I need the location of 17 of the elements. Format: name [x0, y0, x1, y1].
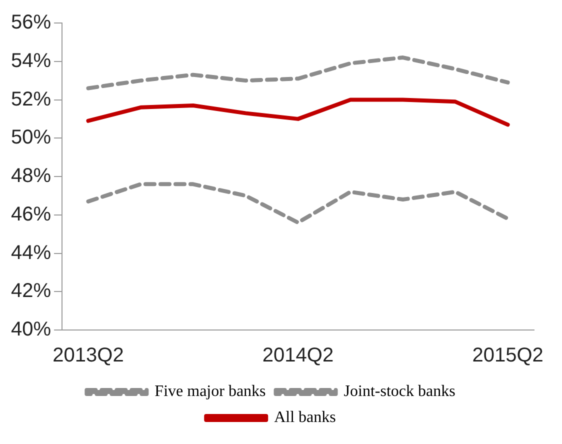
y-tick-label: 46% — [11, 203, 52, 226]
line-series — [86, 182, 510, 225]
y-tick-label: 50% — [11, 126, 52, 149]
line-series — [86, 56, 510, 90]
y-tick-label: 56% — [11, 12, 52, 34]
y-tick-label: 48% — [11, 165, 52, 188]
legend-label: All banks — [274, 409, 336, 426]
x-tick-label: 2013Q2 — [52, 344, 124, 367]
x-tick-label: 2014Q2 — [262, 344, 334, 367]
y-tick-label: 54% — [11, 50, 52, 72]
y-tick-label: 52% — [11, 88, 52, 110]
y-tick-label: 42% — [11, 280, 52, 302]
x-tick-label: 2015Q2 — [472, 344, 544, 367]
y-tick-label: 44% — [11, 242, 52, 264]
legend-label: Five major banks — [154, 383, 266, 400]
y-tick-label: 40% — [11, 318, 52, 341]
legend-label: Joint-stock banks — [344, 383, 456, 400]
